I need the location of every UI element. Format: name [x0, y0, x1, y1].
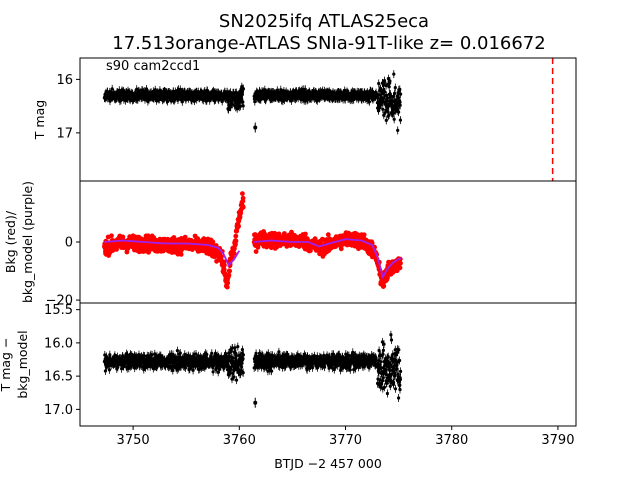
data-point: [241, 100, 244, 103]
data-point: [383, 79, 386, 82]
bkg-point: [362, 232, 367, 237]
y-tick-label: 17: [56, 126, 73, 141]
data-point: [392, 95, 395, 98]
data-point: [377, 82, 380, 85]
data-point: [399, 93, 402, 96]
data-point: [126, 353, 129, 356]
x-tick-label: 3770: [329, 433, 362, 448]
data-point: [398, 88, 401, 91]
figure-title-line1: SN2025ifq ATLAS25eca: [219, 11, 429, 32]
data-point: [386, 110, 389, 113]
bkg-point: [303, 232, 308, 237]
data-point: [386, 97, 389, 100]
bkg-point: [109, 233, 114, 238]
bkg-point: [326, 232, 331, 237]
data-point: [387, 113, 390, 116]
y-tick-label: 15.5: [44, 303, 73, 318]
data-point: [394, 86, 397, 89]
data-point: [397, 111, 400, 114]
bkg-point: [233, 234, 238, 239]
data-point: [380, 103, 383, 106]
data-point: [398, 101, 401, 104]
bkg-point: [398, 261, 403, 266]
data-point: [119, 99, 122, 102]
data-point: [290, 99, 293, 102]
data-point: [241, 93, 244, 96]
data-point: [392, 73, 395, 76]
y-tick-label: 16: [56, 73, 73, 88]
y-axis-label-mid-line1: Bkg (red)/: [3, 210, 18, 273]
data-point: [242, 87, 245, 90]
data-point: [376, 97, 379, 100]
data-point: [206, 89, 209, 92]
data-point: [399, 119, 402, 122]
bkg-point: [179, 252, 184, 257]
data-point-outlier: [253, 126, 257, 130]
x-tick-label: 3780: [435, 433, 468, 448]
data-point: [388, 79, 391, 82]
data-point: [393, 92, 396, 95]
data-point: [388, 85, 391, 88]
data-point: [108, 368, 111, 371]
bkg-point: [241, 205, 246, 210]
data-point: [392, 112, 395, 115]
y-tick-label: 16.5: [44, 370, 73, 385]
data-point: [111, 87, 114, 90]
data-point: [378, 106, 381, 109]
data-point: [393, 118, 396, 121]
data-point: [242, 104, 245, 107]
bkg-point: [236, 224, 241, 229]
bkg-point: [234, 239, 239, 244]
data-point: [176, 98, 179, 101]
data-point: [166, 100, 169, 103]
bkg-point: [241, 196, 246, 201]
y-tick-label: 17.0: [44, 403, 73, 418]
data-point: [239, 105, 242, 108]
data-point: [396, 129, 399, 132]
y-tick-label: 0: [65, 236, 73, 251]
data-point: [383, 90, 386, 93]
bkg-point: [227, 273, 232, 278]
data-point: [377, 109, 380, 112]
figure-title-line2: 17.513orange-ATLAS SNIa-91T-like z= 0.01…: [112, 33, 545, 54]
bkg-point: [225, 285, 230, 290]
data-point: [104, 369, 107, 372]
data-point: [253, 100, 256, 103]
panel-top-tmag: 16 17 T mag: [32, 58, 553, 181]
data-points: [103, 331, 402, 408]
data-points: [102, 191, 403, 289]
data-point: [304, 88, 307, 91]
data-point: [108, 353, 111, 356]
y-axis-label-mid-line2: bkg_model (purple): [20, 181, 35, 303]
y-tick-label: 16.0: [44, 336, 73, 351]
bkg-point: [339, 246, 344, 251]
bkg-point: [240, 191, 245, 196]
x-tick-label: 3760: [223, 433, 256, 448]
x-tick-label: 3790: [541, 433, 574, 448]
bkg-point: [211, 240, 216, 245]
data-point: [397, 96, 400, 99]
x-tick-label: 3750: [117, 433, 150, 448]
bkg-point: [183, 235, 188, 240]
bkg-point: [381, 284, 386, 289]
data-point: [399, 104, 402, 107]
bkg-point: [227, 269, 232, 274]
data-points: [103, 70, 402, 134]
bkg-point: [398, 265, 403, 270]
y-axis-label-top: T mag: [32, 100, 47, 140]
data-point: [385, 119, 388, 122]
bkg-point: [222, 263, 227, 268]
bkg-point: [225, 281, 230, 286]
data-point: [181, 100, 184, 103]
data-point: [381, 108, 384, 111]
data-point: [113, 354, 116, 357]
data-point: [368, 100, 371, 103]
bkg-point: [254, 249, 259, 254]
